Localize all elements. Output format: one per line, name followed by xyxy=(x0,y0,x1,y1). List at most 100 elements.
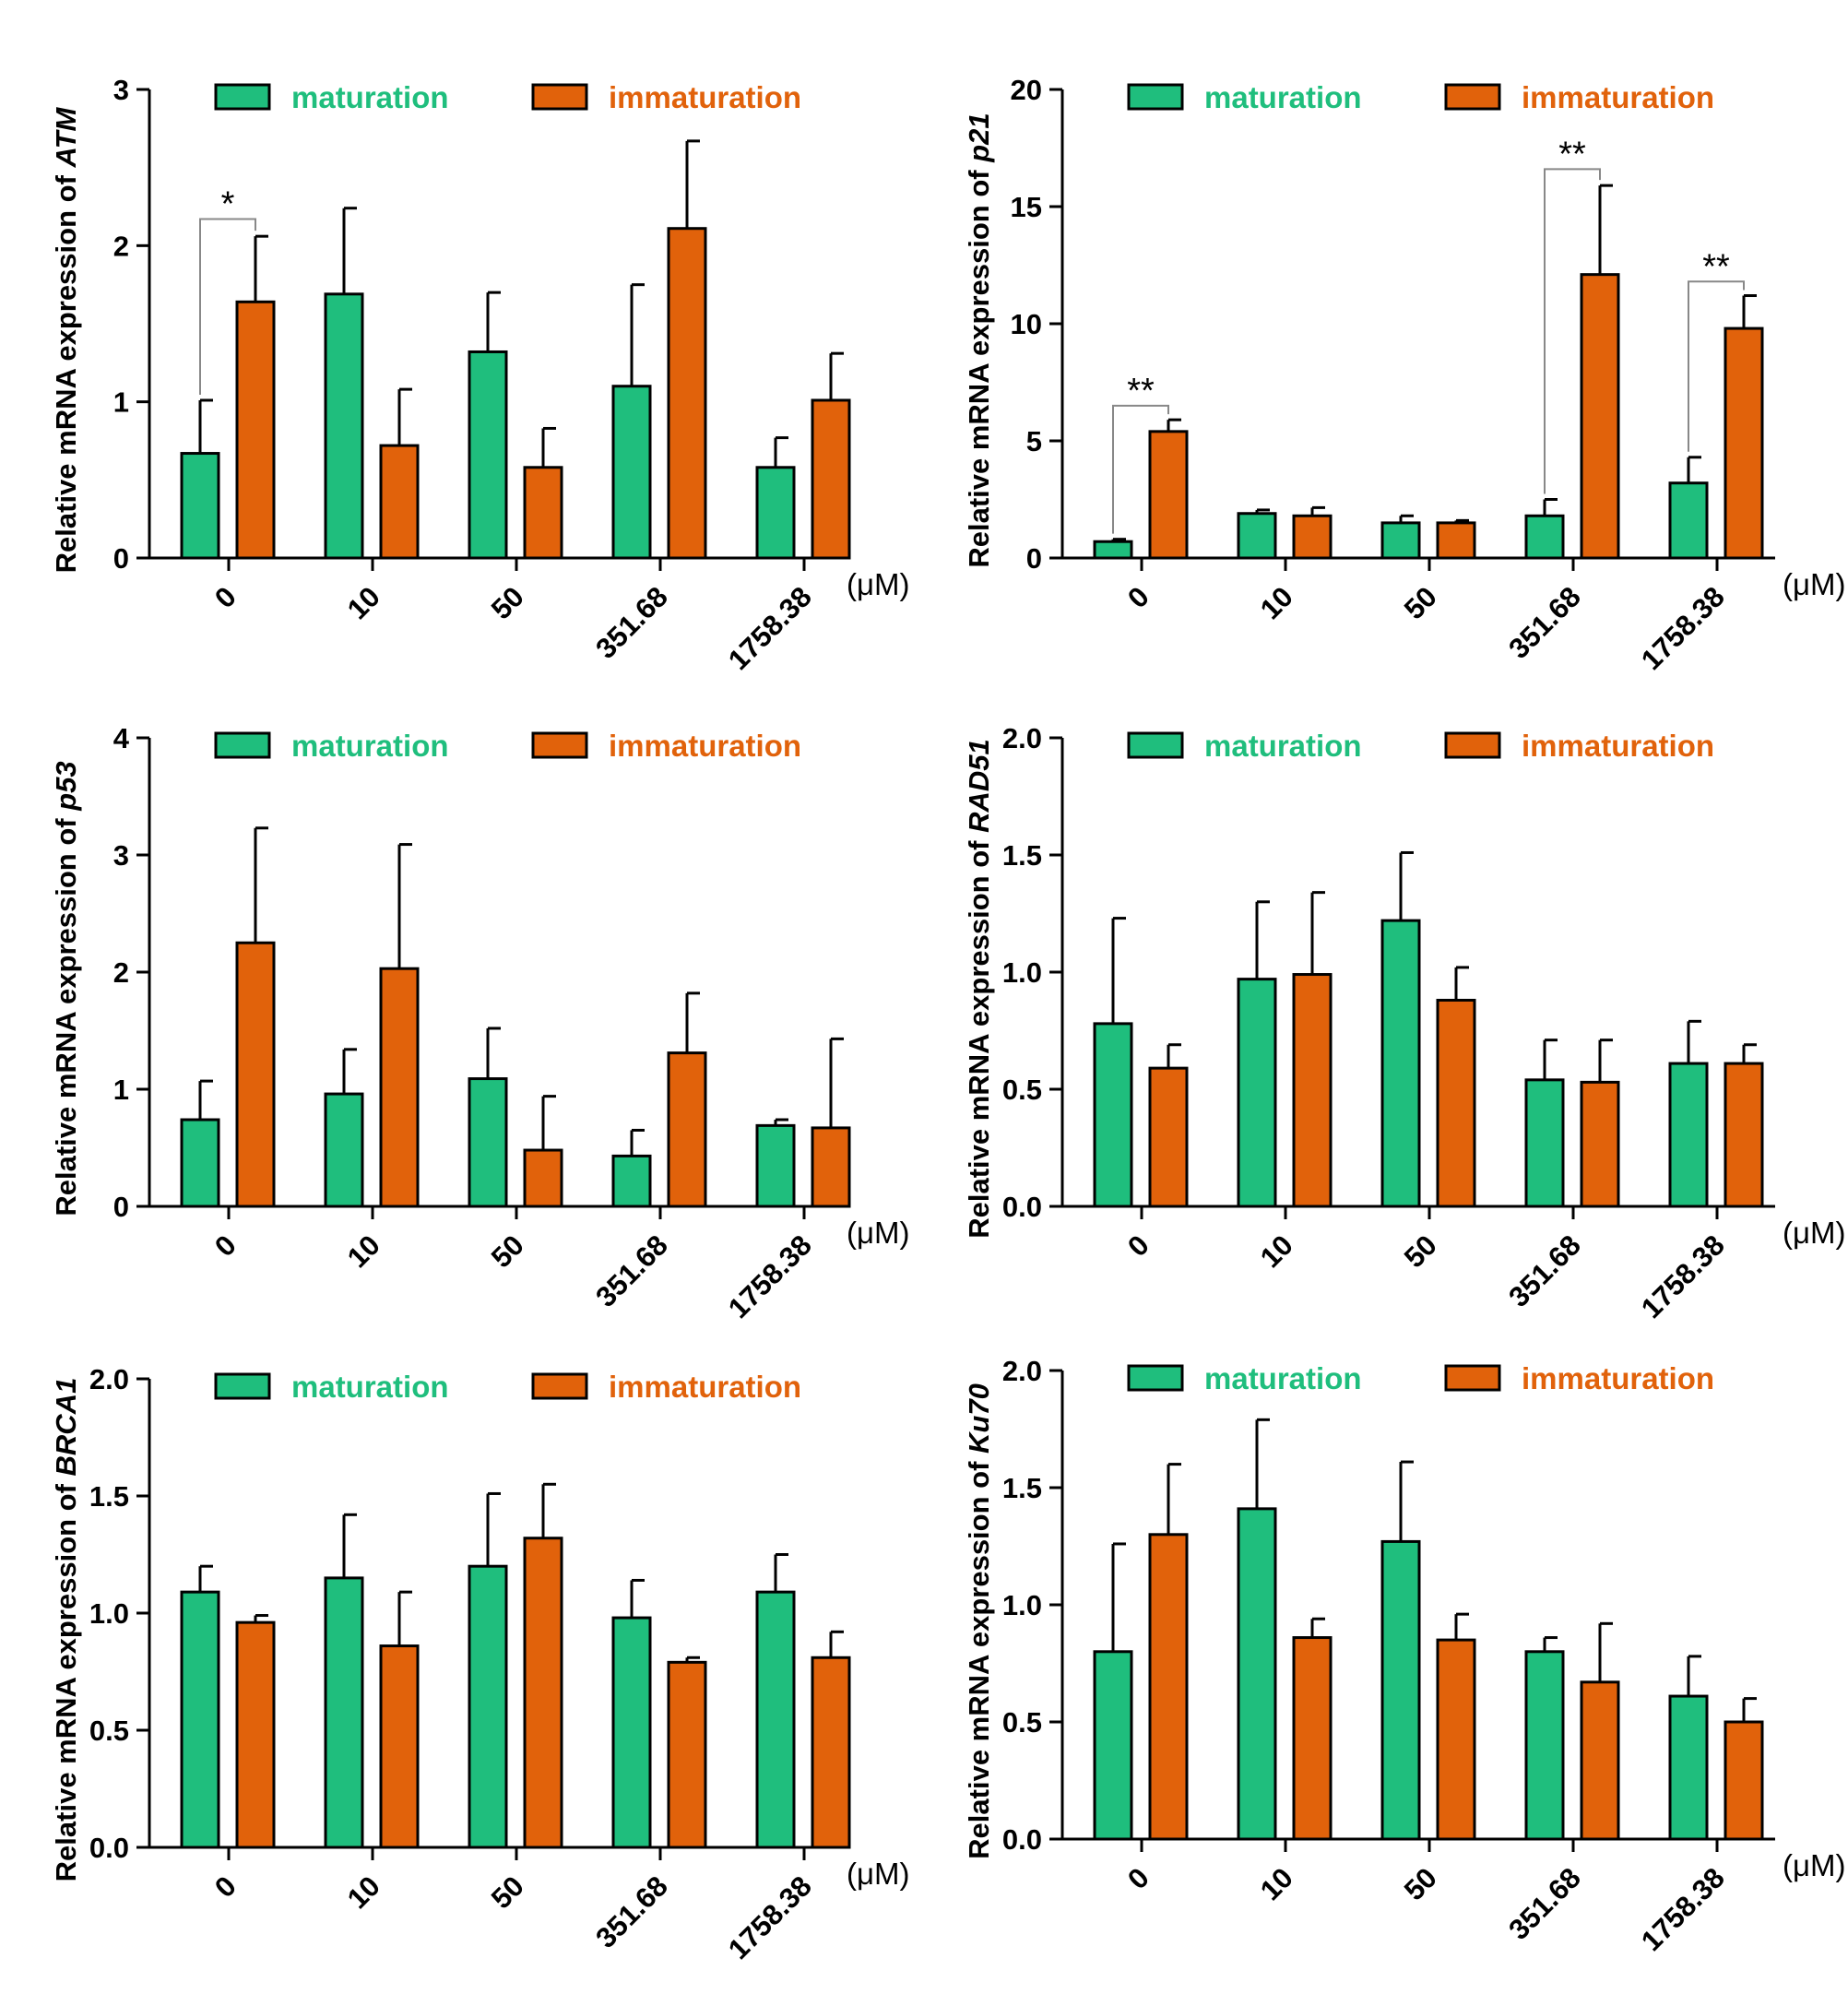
y-axis-title-gene: Ku70 xyxy=(963,1383,995,1454)
bar-maturation xyxy=(180,1118,220,1208)
legend-swatch-maturation xyxy=(214,83,271,111)
significance-label: ** xyxy=(1702,247,1730,286)
bar-immaturation xyxy=(235,941,276,1208)
y-tick-label: 2 xyxy=(113,956,129,989)
legend-label-immaturation: immaturation xyxy=(1522,729,1714,763)
x-tick-label: 1758.38 xyxy=(1635,580,1731,676)
y-tick-label: 2.0 xyxy=(1002,1355,1042,1387)
y-axis-title: Relative mRNA expression of p53 xyxy=(50,761,82,1216)
significance-bracket xyxy=(199,218,256,395)
x-tick-label: 50 xyxy=(1398,580,1443,625)
x-tick-label: 10 xyxy=(1254,1861,1299,1906)
bar-immaturation xyxy=(1724,326,1764,560)
bar-immaturation xyxy=(1436,521,1476,560)
legend-swatch-maturation xyxy=(1127,731,1184,759)
bar-maturation xyxy=(1668,1062,1709,1208)
x-tick-label: 0 xyxy=(1121,1228,1155,1263)
x-tick-label: 10 xyxy=(341,1869,386,1915)
legend-label-immaturation: immaturation xyxy=(1522,80,1714,114)
y-axis-title-gene: RAD51 xyxy=(963,739,995,833)
legend-swatch-maturation xyxy=(1127,1364,1184,1392)
bar-immaturation xyxy=(1148,1533,1189,1841)
bar-maturation xyxy=(324,1576,364,1849)
x-tick-label: 0 xyxy=(208,1228,243,1263)
bar-maturation xyxy=(1380,1539,1421,1841)
significance-bracket xyxy=(1112,404,1169,534)
y-tick-label: 2 xyxy=(113,230,129,262)
bar-immaturation xyxy=(379,444,420,560)
bar-maturation xyxy=(180,452,220,560)
bar-maturation xyxy=(755,1590,796,1849)
x-tick-label: 351.68 xyxy=(589,580,674,665)
bar-maturation xyxy=(468,350,508,560)
x-tick-label: 351.68 xyxy=(1502,1228,1587,1313)
x-tick-label: 351.68 xyxy=(1502,1861,1587,1946)
bar-immaturation xyxy=(1292,514,1333,560)
bar-immaturation xyxy=(811,1126,851,1208)
significance-bracket xyxy=(1688,280,1745,452)
bar-immaturation xyxy=(523,1148,563,1208)
bar-immaturation xyxy=(1580,1680,1620,1841)
bar-immaturation xyxy=(523,466,563,560)
chart-panel-p53: 0 1 2 3 4 Relative mRNA expression of p53 matu… xyxy=(50,722,909,1324)
significance-label: ** xyxy=(1558,135,1586,173)
y-tick-label: 20 xyxy=(1011,74,1042,106)
y-axis-title-prefix: Relative mRNA expression of xyxy=(50,167,82,573)
legend-label-maturation: maturation xyxy=(1204,729,1362,763)
y-tick-label: 0.5 xyxy=(1002,1074,1042,1106)
y-axis-title: Relative mRNA expression of p21 xyxy=(963,113,995,567)
legend-swatch-maturation xyxy=(214,731,271,759)
bar-maturation xyxy=(1524,1078,1565,1208)
legend-label-maturation: maturation xyxy=(1204,1361,1362,1395)
x-tick-label: 10 xyxy=(341,1228,386,1274)
y-axis-title-prefix: Relative mRNA expression of xyxy=(963,162,995,568)
bar-immaturation xyxy=(667,1051,707,1208)
legend-label-immaturation: immaturation xyxy=(609,80,801,114)
bar-maturation xyxy=(1668,481,1709,560)
x-tick-label: 0 xyxy=(208,580,243,614)
y-axis-title-prefix: Relative mRNA expression of xyxy=(963,833,995,1239)
bar-maturation xyxy=(1380,919,1421,1208)
y-tick-label: 4 xyxy=(113,722,130,754)
legend-swatch-maturation xyxy=(1127,83,1184,111)
x-tick-label: 0 xyxy=(208,1869,243,1904)
bar-immaturation xyxy=(1436,1638,1476,1841)
chart-panel-atm: 0 1 2 3 Relative mRNA expression of ATM matur… xyxy=(50,74,909,676)
y-axis-title-prefix: Relative mRNA expression of xyxy=(963,1454,995,1859)
bar-immaturation xyxy=(235,300,276,560)
y-tick-label: 0.0 xyxy=(1002,1191,1042,1223)
bar-immaturation xyxy=(667,227,707,560)
unit-label: (μM) xyxy=(1783,1848,1845,1882)
y-tick-label: 2.0 xyxy=(1002,722,1042,754)
legend-swatch-maturation xyxy=(214,1372,271,1400)
x-tick-label: 0 xyxy=(1121,580,1155,614)
bar-immaturation xyxy=(1724,1720,1764,1841)
x-tick-label: 1758.38 xyxy=(722,1869,818,1965)
x-tick-label: 10 xyxy=(341,580,386,625)
bar-maturation xyxy=(324,1092,364,1208)
y-axis-title-gene: p53 xyxy=(50,761,82,811)
legend-swatch-immaturation xyxy=(531,731,588,759)
bar-immaturation xyxy=(811,1656,851,1849)
bar-maturation xyxy=(611,1616,652,1849)
legend-label-immaturation: immaturation xyxy=(1522,1361,1714,1395)
bar-maturation xyxy=(180,1590,220,1849)
bar-immaturation xyxy=(1580,1080,1620,1208)
bar-maturation xyxy=(1380,521,1421,560)
unit-label: (μM) xyxy=(1783,1216,1845,1250)
y-tick-label: 0 xyxy=(1026,542,1042,575)
chart-panel-p21: 0 5 10 15 20 Relative mRNA expression of p21 m… xyxy=(963,74,1845,676)
y-tick-label: 1.0 xyxy=(1002,956,1042,989)
bar-maturation xyxy=(755,466,796,560)
legend-label-immaturation: immaturation xyxy=(609,1370,801,1404)
bar-immaturation xyxy=(523,1537,563,1849)
bar-immaturation xyxy=(1436,998,1476,1208)
bar-maturation xyxy=(1093,1650,1133,1841)
y-tick-label: 1 xyxy=(113,1074,129,1106)
x-tick-label: 1758.38 xyxy=(1635,1861,1731,1957)
y-axis-title-gene: p21 xyxy=(963,113,995,162)
bar-immaturation xyxy=(235,1620,276,1849)
y-tick-label: 1.0 xyxy=(1002,1589,1042,1621)
